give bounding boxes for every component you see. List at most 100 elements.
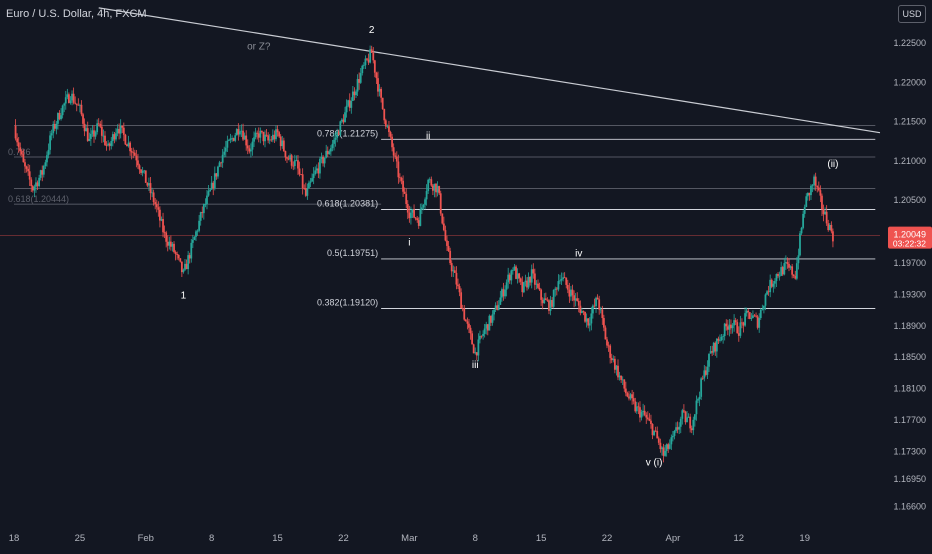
candle-body	[159, 209, 161, 221]
candle-body	[741, 322, 743, 324]
candle	[240, 124, 243, 137]
candle-body	[408, 212, 411, 219]
candle-body	[171, 243, 174, 247]
price-tick-label: 1.17700	[893, 415, 926, 425]
candle	[77, 98, 80, 106]
trendline-layer	[98, 7, 881, 134]
candle	[282, 137, 285, 152]
candle-body	[138, 165, 141, 170]
candle	[46, 151, 48, 167]
candle	[82, 112, 84, 128]
candle-body	[755, 315, 757, 317]
currency-badge[interactable]: USD	[898, 5, 926, 23]
candle	[168, 236, 171, 250]
candle-body	[786, 262, 789, 264]
candle-body	[832, 231, 834, 242]
candle-body	[761, 309, 764, 311]
candle-body	[102, 135, 105, 137]
candle-body	[196, 230, 199, 232]
candle-body	[791, 266, 794, 275]
candle	[72, 87, 75, 105]
candle-body	[802, 213, 805, 228]
time-axis[interactable]: 18 25 Feb 8 15 22 Mar 8 15 22 Apr 12 19	[9, 533, 810, 544]
candle	[74, 96, 77, 105]
candle	[795, 257, 798, 281]
candle	[410, 206, 412, 225]
candle	[234, 132, 237, 143]
candle-body	[93, 130, 95, 137]
candle-body	[444, 230, 447, 241]
candle	[466, 317, 469, 330]
candle-body	[320, 156, 323, 159]
candle	[345, 99, 348, 118]
candle-body	[766, 291, 768, 295]
candle	[367, 53, 370, 65]
candle	[626, 391, 629, 398]
candle-body	[579, 305, 582, 314]
candle	[560, 272, 563, 285]
candle-body	[146, 182, 149, 186]
candle-body	[681, 410, 684, 419]
candle-body	[300, 174, 302, 176]
candle-body	[187, 255, 190, 270]
candle-body	[464, 319, 467, 322]
candle-body	[188, 255, 191, 259]
candle-body	[41, 170, 44, 175]
candle-body	[637, 406, 640, 408]
candle	[588, 317, 591, 332]
candle-body	[44, 162, 47, 166]
candle	[195, 229, 197, 241]
candle-body	[449, 250, 452, 264]
candle-body	[155, 204, 158, 208]
candle	[706, 360, 709, 380]
candle-body	[563, 277, 566, 279]
candle	[720, 334, 723, 342]
candle	[68, 92, 70, 104]
candle-body	[824, 211, 826, 215]
candle-body	[47, 149, 50, 156]
candle	[41, 165, 44, 182]
candle-body	[769, 279, 772, 293]
candle-body	[229, 138, 232, 141]
price-axis[interactable]: 1.16600 1.16950 1.17300 1.17700 1.18100 1.185…	[888, 38, 932, 511]
candle	[783, 257, 786, 276]
candle	[565, 277, 568, 289]
candle	[770, 278, 773, 289]
candle-body	[359, 73, 362, 83]
candle	[342, 114, 345, 125]
candle-body	[452, 270, 455, 272]
fib-level-label: 0.5(1.19751)	[327, 248, 378, 258]
candle	[684, 410, 687, 425]
candle	[102, 129, 105, 143]
candle-body	[504, 289, 506, 297]
candle-body	[38, 177, 41, 187]
candle-body	[642, 410, 645, 413]
candle-body	[788, 263, 790, 268]
candle	[165, 230, 168, 248]
candle-body	[770, 279, 773, 287]
candle-body	[306, 188, 309, 196]
candle	[763, 305, 765, 314]
candle-body	[78, 104, 81, 106]
candle	[593, 298, 596, 308]
candle-body	[737, 333, 740, 336]
candle-body	[199, 212, 202, 221]
candle	[817, 181, 820, 192]
candle-body	[394, 155, 397, 157]
candle	[474, 347, 477, 355]
candle-body	[750, 317, 753, 319]
candle-body	[519, 278, 522, 282]
candle	[33, 184, 36, 198]
candle	[355, 89, 357, 98]
time-tick-label: 22	[602, 533, 613, 544]
candle-body	[731, 325, 734, 329]
candle	[461, 304, 464, 312]
candle	[389, 130, 392, 139]
candle-body	[344, 112, 346, 123]
candle	[808, 192, 811, 201]
candle-body	[122, 127, 125, 135]
candle	[502, 282, 505, 301]
candle	[122, 122, 125, 142]
